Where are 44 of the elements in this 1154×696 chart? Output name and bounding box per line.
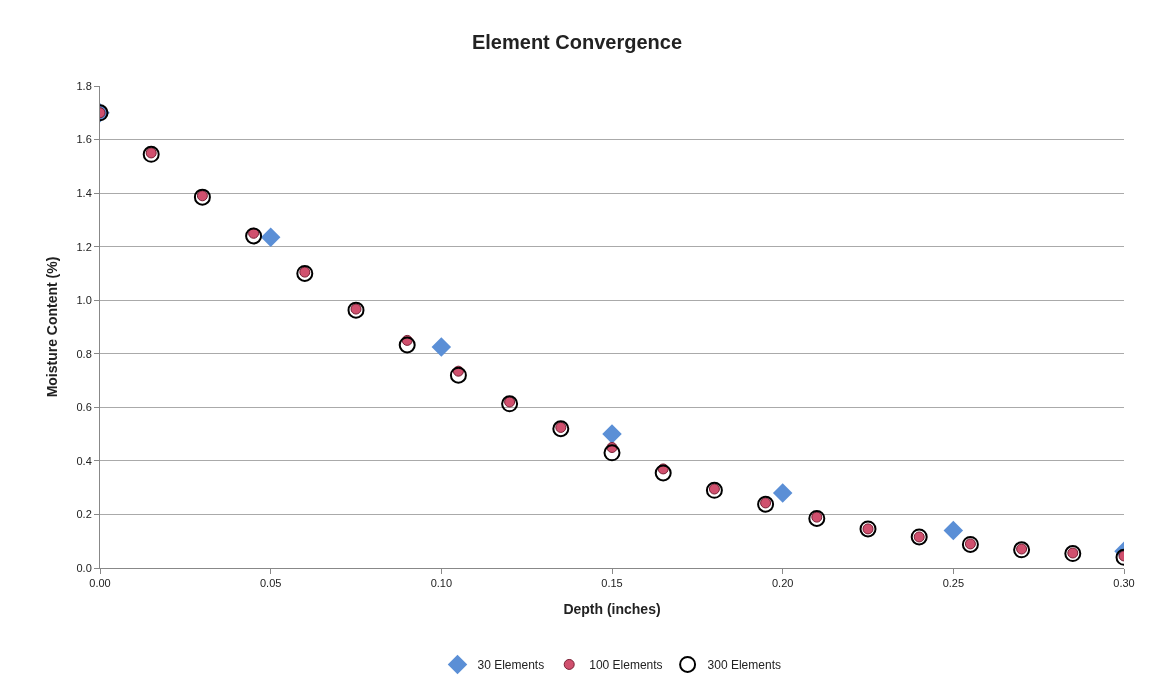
x-tick-label: 0.30 [1113,577,1135,590]
point [705,481,723,499]
x-tick-label: 0.05 [259,577,282,590]
point [245,227,263,245]
x-tick-label: 0.10 [430,577,453,590]
y-axis-title: Moisture Content (%) [44,256,61,398]
y-tick-label: 1.0 [76,294,92,307]
chart-title: Element Convergence [471,30,683,53]
x-tick-label: 0.20 [771,577,794,590]
point [260,227,281,248]
point [772,483,793,503]
point [757,495,775,513]
y-tick-label: 0.0 [76,561,92,574]
y-tick-label: 1.8 [76,79,92,92]
x-tick-label: 0.25 [942,577,965,590]
x-axis-title: Depth (inches) [563,600,661,617]
point [449,366,467,384]
point [398,336,416,354]
point [602,424,622,444]
point [347,301,365,319]
point [193,188,211,206]
y-tick-label: 1.6 [76,133,92,146]
legend-label: 30 Elements [477,658,545,673]
x-tick-label: 0.15 [601,577,623,590]
y-tick-label: 0.4 [76,454,92,467]
legend-label: 300 Elements [707,658,781,673]
point [1064,545,1082,563]
y-tick-label: 0.8 [76,347,92,360]
y-tick-label: 1.2 [76,240,92,253]
point [603,444,621,462]
point [501,395,519,413]
point [552,420,570,438]
point [296,264,314,282]
y-tick-label: 0.2 [76,508,92,521]
point [943,520,964,541]
point [1013,541,1031,559]
point [808,509,826,527]
point [142,145,160,163]
x-tick-label: 0.00 [89,577,111,590]
legend-label: 100 Elements [589,658,663,673]
y-tick-label: 1.4 [76,186,92,199]
y-tick-label: 0.6 [76,401,92,414]
point [431,337,452,357]
point [654,464,672,482]
